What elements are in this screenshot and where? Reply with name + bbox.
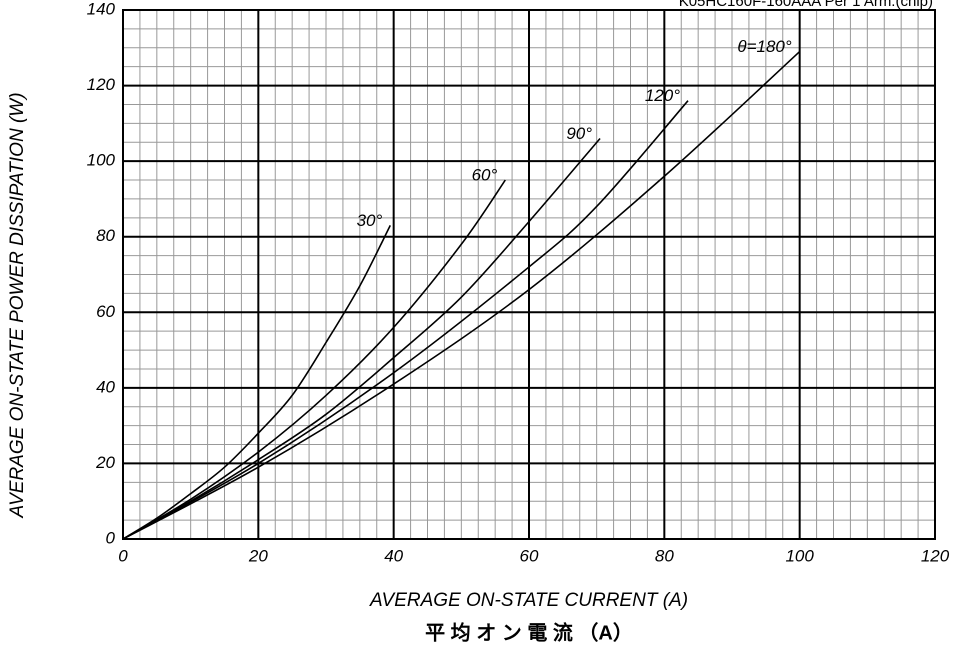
x-axis-title: AVERAGE ON-STATE CURRENT (A) [369, 590, 688, 611]
y-tick-label: 60 [96, 302, 115, 321]
x-tick-label: 0 [118, 546, 128, 565]
curve [122, 100, 689, 540]
curve [122, 137, 601, 540]
y-tick-label: 140 [87, 0, 116, 18]
curve [122, 179, 506, 540]
x-tick-label: 60 [520, 546, 539, 565]
chart-title: K05HC160F-160AAA Per 1 Arm.(chip) [679, 0, 933, 10]
y-tick-label: 80 [96, 226, 115, 245]
x-tick-label: 80 [655, 546, 674, 565]
plot-frame [122, 9, 936, 540]
y-tick-label: 40 [96, 377, 115, 396]
y-axis-title: AVERAGE ON-STATE POWER DISSIPATION (W) [7, 92, 28, 518]
curve-label: 30° [357, 211, 383, 230]
x-tick-label: 20 [248, 546, 268, 565]
curve-label: 90° [566, 124, 592, 143]
curve-label: 60° [472, 166, 498, 185]
y-tick-label: 100 [87, 151, 116, 170]
curve-label: θ=180° [737, 37, 792, 56]
x-tick-label: 100 [785, 546, 814, 565]
x-tick-label: 40 [384, 546, 403, 565]
x-axis-title-jp: 平 均 オ ン 電 流 （A） [425, 620, 633, 644]
y-tick-label: 0 [106, 528, 116, 547]
y-tick-label: 120 [87, 75, 116, 94]
curve [122, 50, 801, 540]
curve [122, 225, 391, 540]
x-tick-label: 120 [921, 546, 950, 565]
y-tick-label: 20 [95, 453, 115, 472]
curve-label: 120° [645, 86, 680, 105]
